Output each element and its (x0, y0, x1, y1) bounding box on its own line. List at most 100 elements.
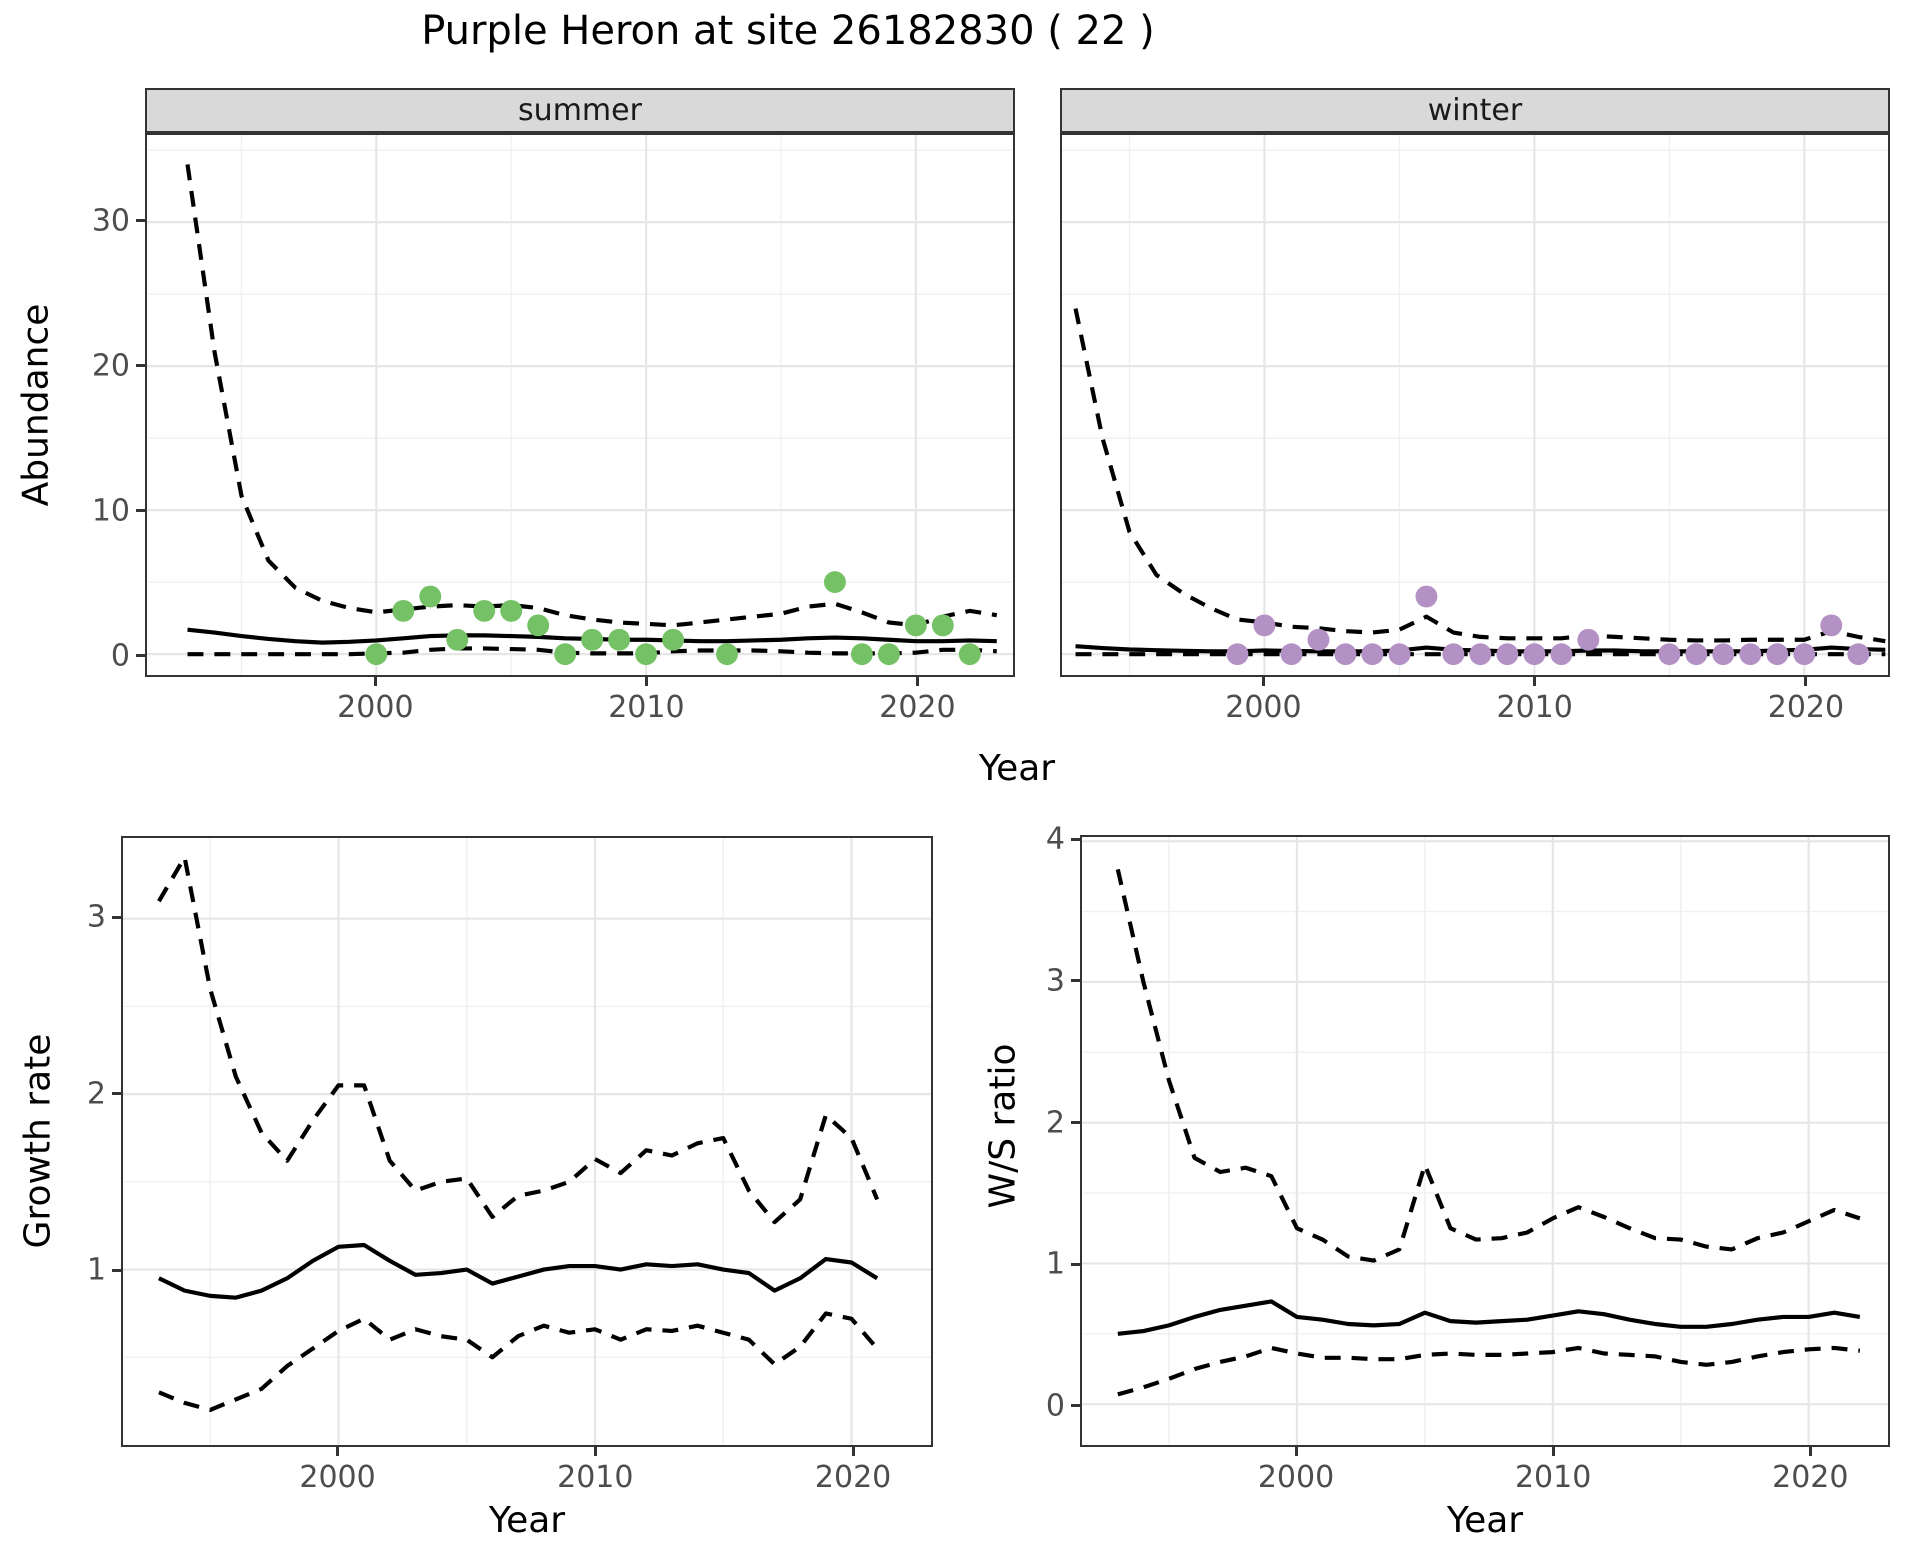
x-tick-label: 2020 (1767, 690, 1845, 725)
data-point (500, 599, 523, 622)
y-tick-mark (1071, 1262, 1080, 1266)
data-point (1523, 643, 1546, 666)
data-point (1820, 614, 1843, 637)
y-tick-mark (136, 364, 145, 368)
x-tick-label: 2000 (337, 690, 414, 725)
data-point (419, 585, 442, 608)
x-tick-label: 2000 (1225, 690, 1302, 725)
x-tick-label: 2020 (879, 690, 956, 725)
y-axis-title-growth-rate: Growth rate (17, 1033, 59, 1249)
panel-abundance-summer (145, 133, 1015, 677)
data-point (823, 571, 846, 594)
y-axis-title-ws-ratio: W/S ratio (982, 1043, 1024, 1209)
x-tick-mark (644, 677, 648, 686)
y-tick-label: 2 (1045, 1105, 1065, 1141)
upper-ci-line (185, 164, 998, 628)
y-tick-label: 4 (1045, 821, 1065, 857)
lower-ci-line (1117, 1345, 1861, 1397)
y-tick-label: 0 (1045, 1388, 1065, 1424)
x-axis-title-year-ws: Year (1446, 1500, 1524, 1541)
data-point (1847, 643, 1870, 666)
y-tick-label: 10 (91, 493, 130, 529)
x-tick-mark (1808, 1447, 1812, 1456)
data-point (527, 614, 550, 637)
x-tick-mark (1261, 677, 1265, 686)
data-point (662, 628, 685, 651)
ws-ratio-plot (1082, 837, 1888, 1445)
facet-strip-winter: winter (1060, 88, 1890, 133)
data-point (877, 643, 900, 666)
x-tick-label: 2010 (1514, 1460, 1592, 1495)
x-tick-mark (1804, 677, 1808, 686)
data-point (392, 599, 415, 622)
data-point (1577, 628, 1600, 651)
x-tick-mark (593, 1447, 597, 1456)
mean-line (1117, 1299, 1861, 1336)
data-point (635, 643, 658, 666)
y-tick-label: 20 (91, 348, 130, 384)
x-tick-mark (851, 1447, 855, 1456)
upper-ci-line (1115, 868, 1861, 1263)
y-tick-label: 3 (1045, 963, 1065, 999)
y-tick-mark (1071, 1121, 1080, 1125)
x-tick-mark (336, 1447, 340, 1456)
data-point (1307, 628, 1330, 651)
data-point (581, 628, 604, 651)
upper-ci-line (157, 855, 880, 1225)
data-point (1280, 643, 1303, 666)
data-point (1550, 643, 1573, 666)
y-tick-mark (136, 509, 145, 513)
data-point (554, 643, 577, 666)
x-tick-mark (915, 677, 919, 686)
data-point (1793, 643, 1816, 666)
y-tick-mark (112, 1268, 121, 1272)
y-tick-mark (1071, 837, 1080, 841)
y-tick-mark (136, 219, 145, 223)
data-point (850, 643, 873, 666)
x-tick-mark (373, 677, 377, 686)
lower-ci-line (158, 1311, 879, 1413)
y-tick-label: 30 (91, 203, 130, 239)
y-tick-mark (112, 915, 121, 919)
data-point (1739, 643, 1762, 666)
upper-ci-line (1073, 308, 1886, 644)
x-tick-label: 2010 (557, 1460, 634, 1495)
abundance-summer-plot (147, 135, 1013, 675)
x-axis-title-year-growth: Year (488, 1500, 566, 1541)
data-point (1226, 643, 1249, 666)
data-point (608, 628, 631, 651)
x-tick-label: 2010 (1496, 690, 1573, 725)
x-tick-label: 2020 (814, 1460, 892, 1495)
y-tick-mark (112, 1092, 121, 1096)
facet-strip-summer: summer (145, 88, 1015, 133)
data-point (1253, 614, 1276, 637)
data-point (1766, 643, 1789, 666)
x-tick-label: 2010 (608, 690, 685, 725)
x-tick-label: 2000 (1257, 1460, 1335, 1495)
y-axis-title-abundance: Abundance (15, 303, 57, 507)
data-point (1658, 643, 1681, 666)
data-point (1685, 643, 1708, 666)
data-point (1415, 585, 1438, 608)
y-tick-mark (1071, 1404, 1080, 1408)
data-point (958, 643, 981, 666)
y-tick-label: 3 (86, 899, 106, 935)
data-point (931, 614, 954, 637)
facet-strip-winter-label: winter (1427, 93, 1523, 128)
x-axis-title-year-top: Year (978, 748, 1056, 789)
data-point (1712, 643, 1735, 666)
mean-line (158, 1242, 879, 1300)
abundance-winter-plot (1062, 135, 1888, 675)
y-tick-mark (1071, 979, 1080, 983)
y-tick-label: 2 (86, 1076, 106, 1112)
data-point (1388, 643, 1411, 666)
data-point (446, 628, 469, 651)
x-tick-label: 2000 (299, 1460, 376, 1495)
y-tick-label: 1 (86, 1252, 106, 1288)
data-point (904, 614, 927, 637)
data-point (716, 643, 738, 666)
x-tick-mark (1533, 677, 1537, 686)
panel-ws-ratio (1080, 835, 1890, 1447)
y-tick-label: 1 (1045, 1246, 1065, 1282)
